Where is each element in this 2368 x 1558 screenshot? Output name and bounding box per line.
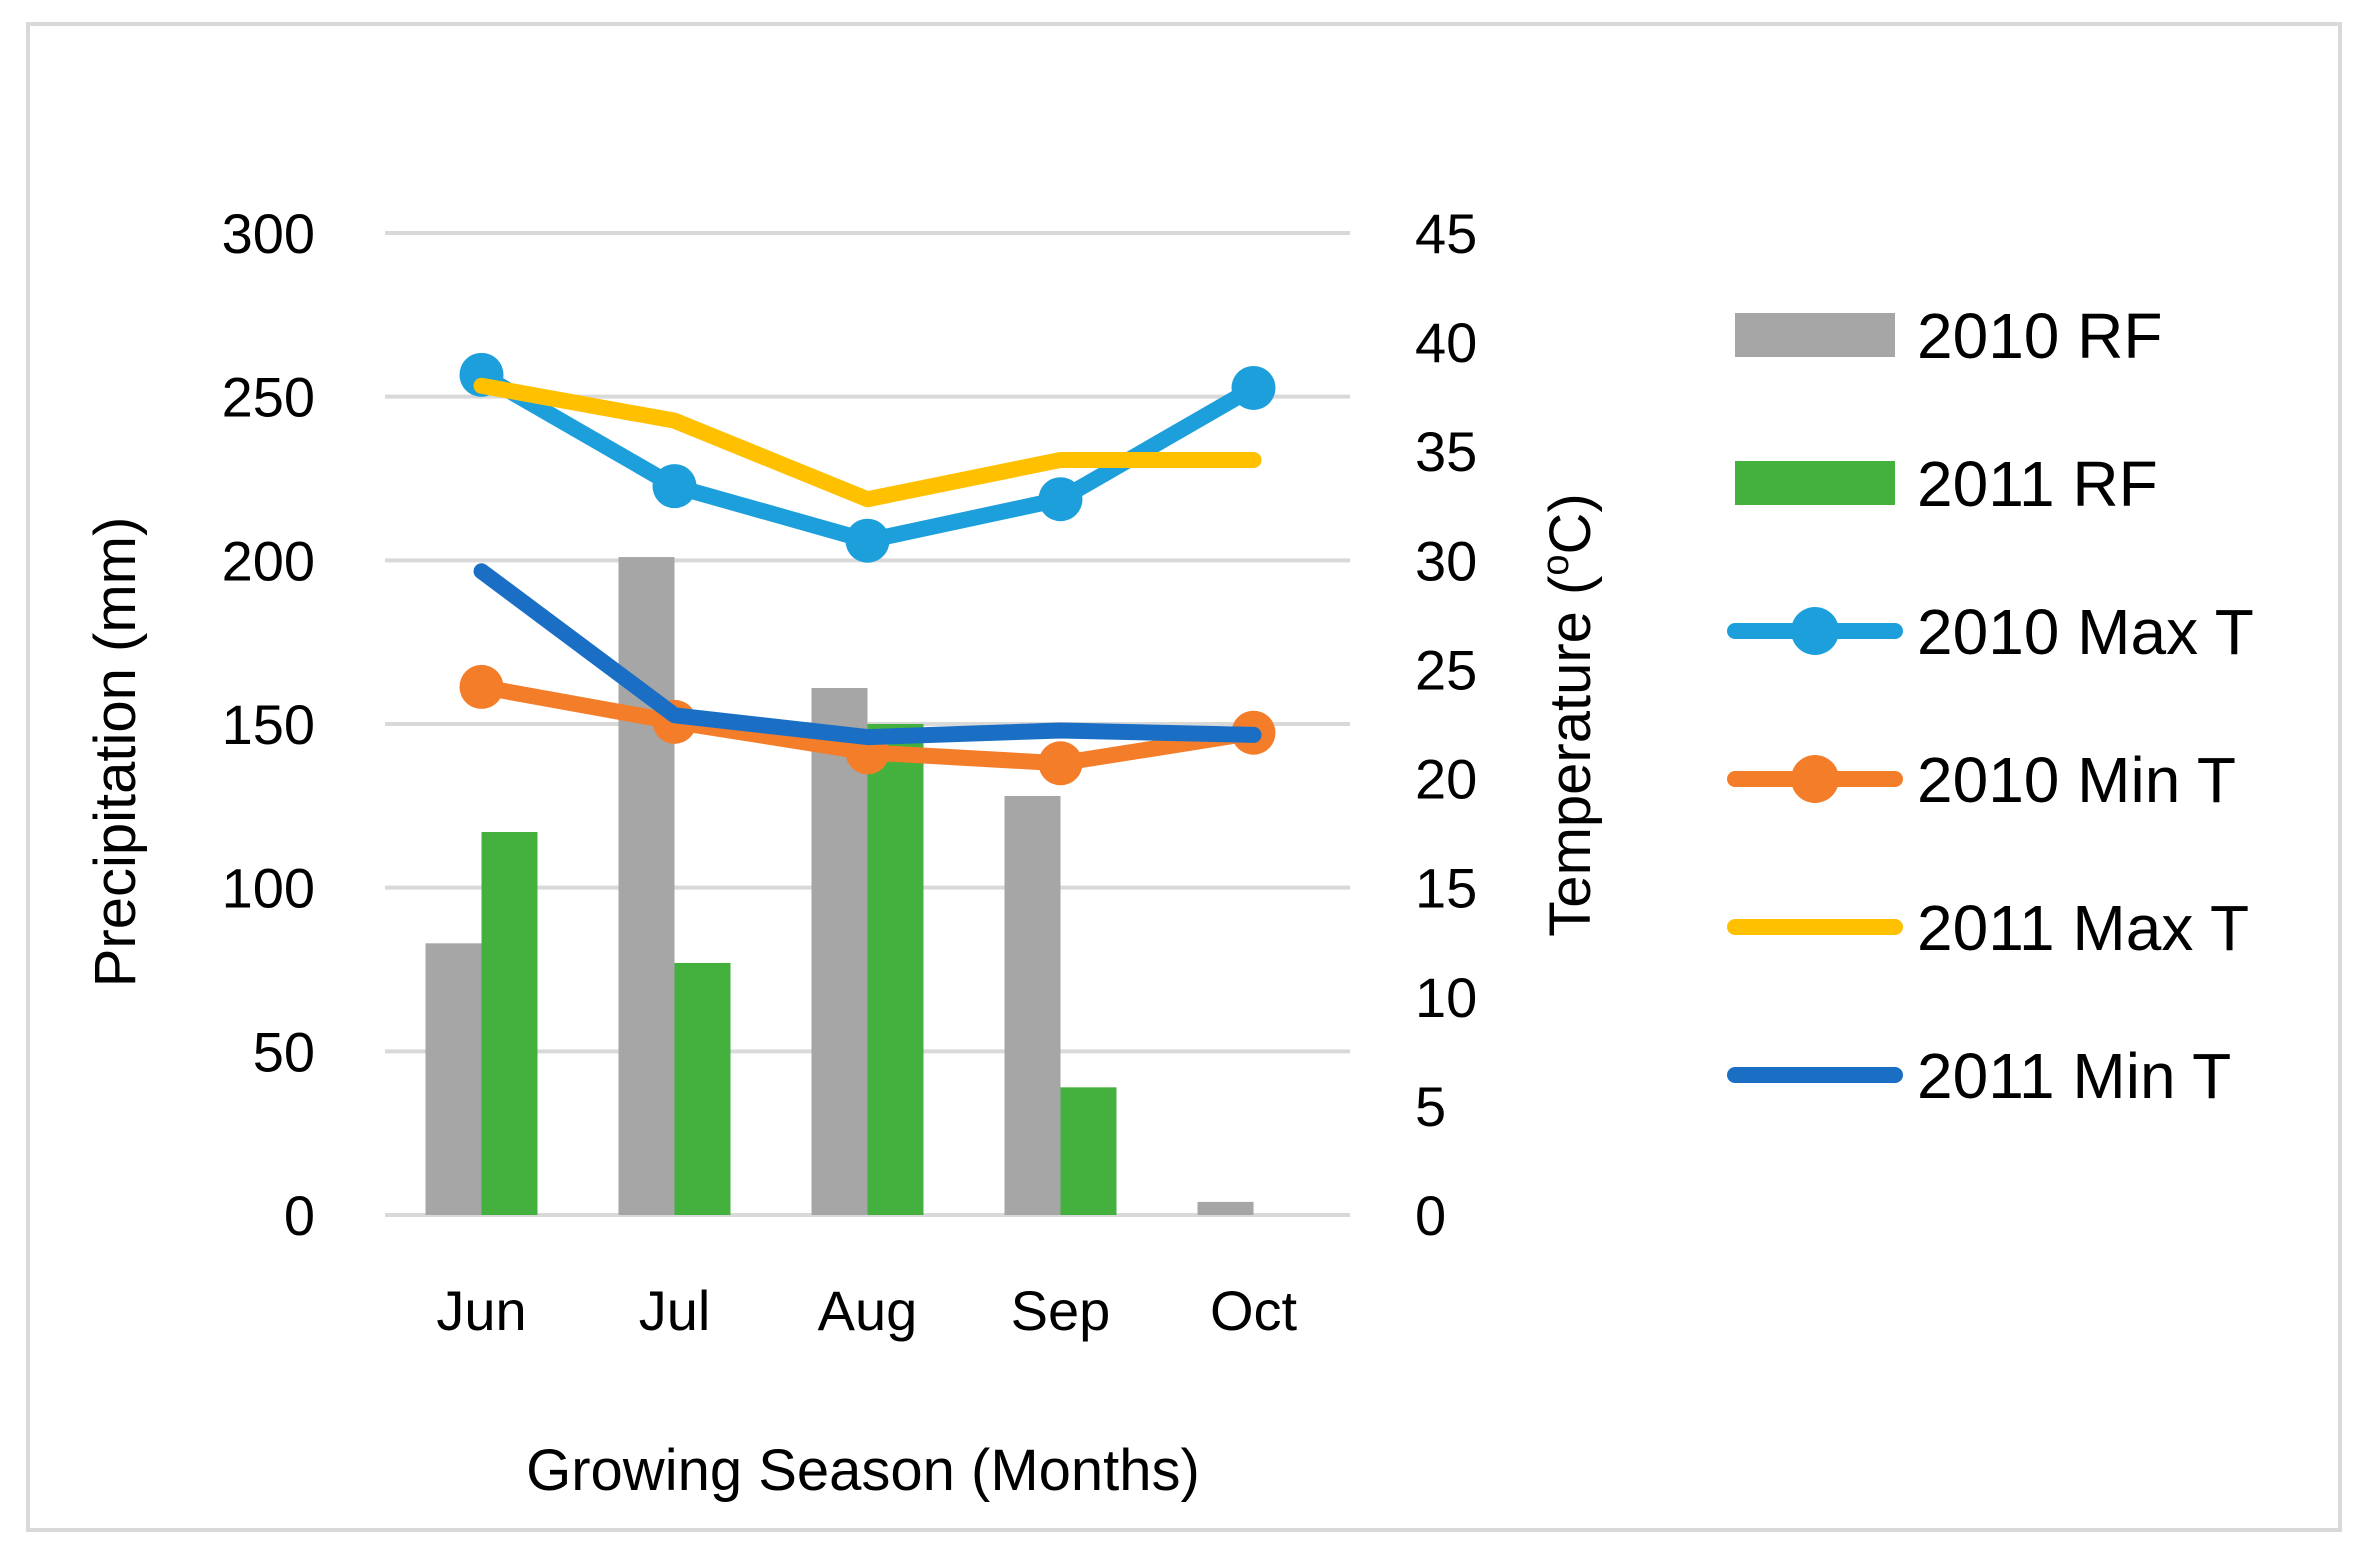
y-axis-title: Precipitation (mm)	[83, 517, 148, 988]
y2-tick-label: 25	[1415, 638, 1477, 701]
marker-2010-max-t	[1231, 365, 1276, 410]
legend-label-2011-rf: 2011 RF	[1917, 448, 2158, 520]
x-axis-ticks: Jun Jul Aug Sep Oct	[436, 1279, 1297, 1342]
y-tick-label: 300	[222, 202, 315, 265]
marker-2010-max-t	[845, 518, 890, 563]
y-tick-label: 100	[222, 857, 315, 920]
y-tick-label: 0	[284, 1184, 315, 1247]
series-line-2011-min-t	[473, 563, 1262, 746]
y2-tick-label: 45	[1415, 202, 1477, 265]
x-tick-label: Jul	[639, 1279, 711, 1342]
y-tick-label: 50	[253, 1020, 315, 1083]
marker-2010-max-t	[652, 464, 697, 509]
marker-2010-min-t	[1038, 741, 1083, 786]
legend-swatch-2011-rf	[1735, 461, 1895, 505]
legend-swatch-2010-rf	[1735, 313, 1895, 357]
y-tick-label: 200	[222, 529, 315, 592]
y2-axis-title-sup: o	[1535, 555, 1577, 576]
legend-marker-2010-max-t	[1791, 607, 1839, 655]
bar-2011-rf	[481, 832, 538, 1215]
y-tick-label: 250	[222, 366, 315, 429]
y2-axis-title-prefix: Temperature (	[1538, 576, 1603, 937]
marker-2010-max-t	[1038, 477, 1083, 522]
bar-2010-rf	[1004, 796, 1061, 1215]
y2-tick-label: 0	[1415, 1184, 1446, 1247]
y2-tick-label: 30	[1415, 529, 1477, 592]
y-tick-label: 150	[222, 693, 315, 756]
lines	[459, 352, 1276, 786]
legend-label-2011-max-t: 2011 Max T	[1917, 892, 2249, 964]
y2-axis-title-suffix: C)	[1538, 493, 1603, 554]
legend-label-2010-min-t: 2010 Min T	[1917, 744, 2236, 816]
series-line-2011-max-t	[473, 377, 1262, 508]
bar-2011-rf	[674, 962, 731, 1215]
y2-tick-label: 35	[1415, 420, 1477, 483]
x-tick-label: Aug	[818, 1279, 918, 1342]
y2-tick-label: 15	[1415, 857, 1477, 920]
bar-2010-rf	[425, 943, 482, 1215]
x-tick-label: Sep	[1011, 1279, 1111, 1342]
bar-2010-rf	[1197, 1201, 1254, 1215]
bar-2011-rf	[1060, 1087, 1117, 1215]
x-tick-label: Jun	[436, 1279, 526, 1342]
y2-tick-label: 10	[1415, 966, 1477, 1029]
y2-axis-ticks: 0 5 10 15 20 25 30 35 40 45	[1415, 202, 1477, 1247]
legend-label-2010-max-t: 2010 Max T	[1917, 596, 2254, 668]
y2-axis-title: Temperature (oC)	[1535, 493, 1603, 936]
marker-2010-min-t	[459, 664, 504, 709]
x-tick-label: Oct	[1210, 1279, 1298, 1342]
y2-tick-label: 20	[1415, 748, 1477, 811]
legend-label-2011-min-t: 2011 Min T	[1917, 1040, 2231, 1112]
y2-tick-label: 40	[1415, 311, 1477, 374]
legend: 2010 RF 2011 RF 2010 Max T 2010 Min T 2011 M…	[1727, 300, 2254, 1112]
y2-tick-label: 5	[1415, 1075, 1446, 1138]
legend-marker-2010-min-t	[1791, 755, 1839, 803]
bar-2011-rf	[867, 724, 924, 1215]
chart-frame	[26, 22, 2342, 1532]
x-axis-title: Growing Season (Months)	[526, 1438, 1200, 1503]
bars	[425, 557, 1254, 1215]
bar-2010-rf	[811, 687, 868, 1215]
legend-label-2010-rf: 2010 RF	[1917, 300, 2162, 372]
y-axis-ticks: 0 50 100 150 200 250 300	[222, 202, 315, 1247]
bar-2010-rf	[618, 557, 675, 1215]
